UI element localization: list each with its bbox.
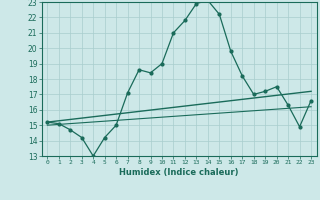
X-axis label: Humidex (Indice chaleur): Humidex (Indice chaleur) (119, 168, 239, 177)
